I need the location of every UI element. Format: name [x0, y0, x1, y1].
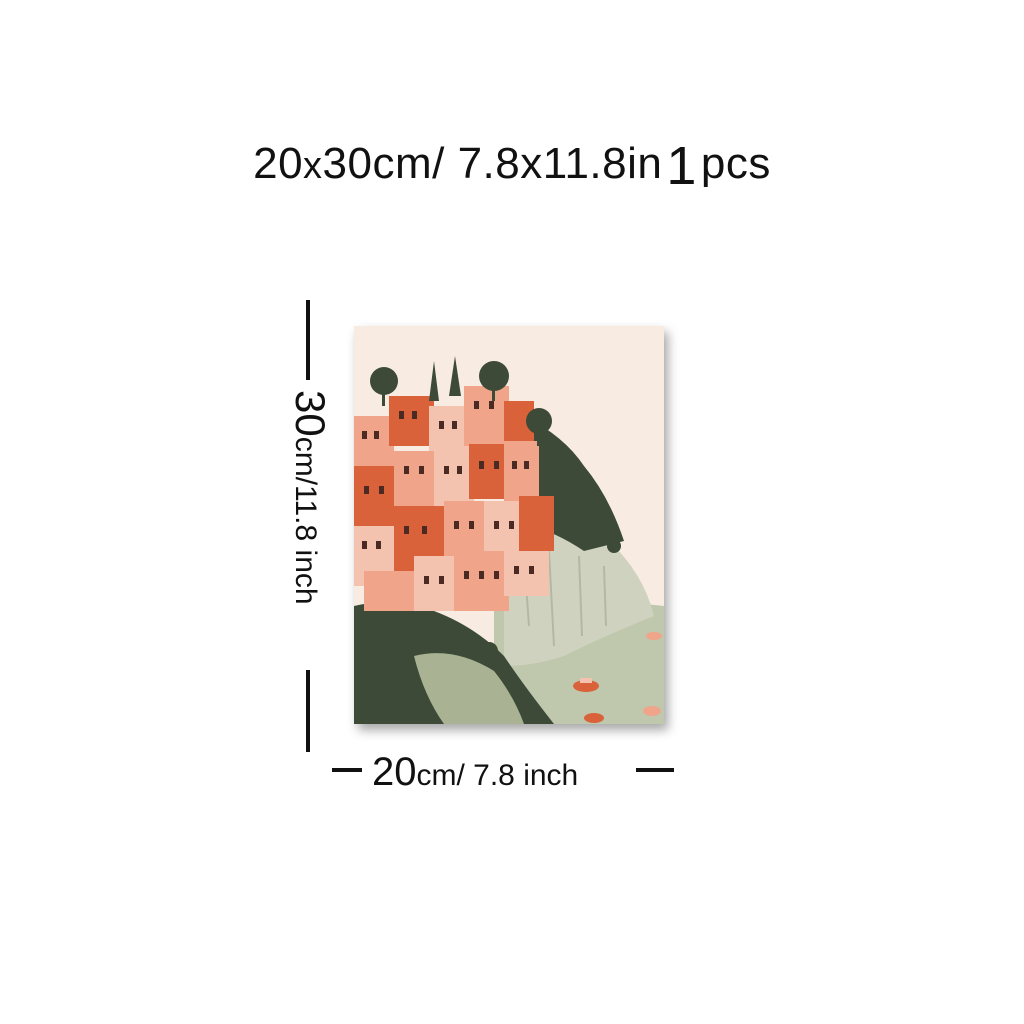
height-marker-bottom — [306, 670, 310, 752]
height-marker-top — [306, 300, 310, 380]
height-number: 30 — [287, 390, 334, 437]
width-unit: cm/ 7.8 inch — [416, 759, 579, 792]
village-illustration — [354, 326, 664, 724]
title-quantity-unit: pcs — [700, 139, 771, 188]
height-unit: cm/11.8 inch — [289, 436, 322, 605]
width-label: 20cm/ 7.8 inch — [372, 752, 578, 796]
trees — [370, 356, 621, 660]
title-size: 20 — [253, 139, 304, 188]
village-houses — [354, 386, 554, 611]
title-dimensions: 30cm/ 7.8x11.8in — [322, 139, 663, 188]
title-quantity-number: 1 — [666, 136, 697, 196]
width-number: 20 — [372, 750, 417, 794]
boats — [573, 632, 662, 723]
width-marker-right — [636, 768, 674, 772]
product-title: 20x30cm/ 7.8x11.8in1pcs — [0, 138, 1024, 193]
width-marker-left — [332, 768, 362, 772]
title-x: x — [303, 145, 323, 187]
poster-image — [354, 326, 664, 724]
